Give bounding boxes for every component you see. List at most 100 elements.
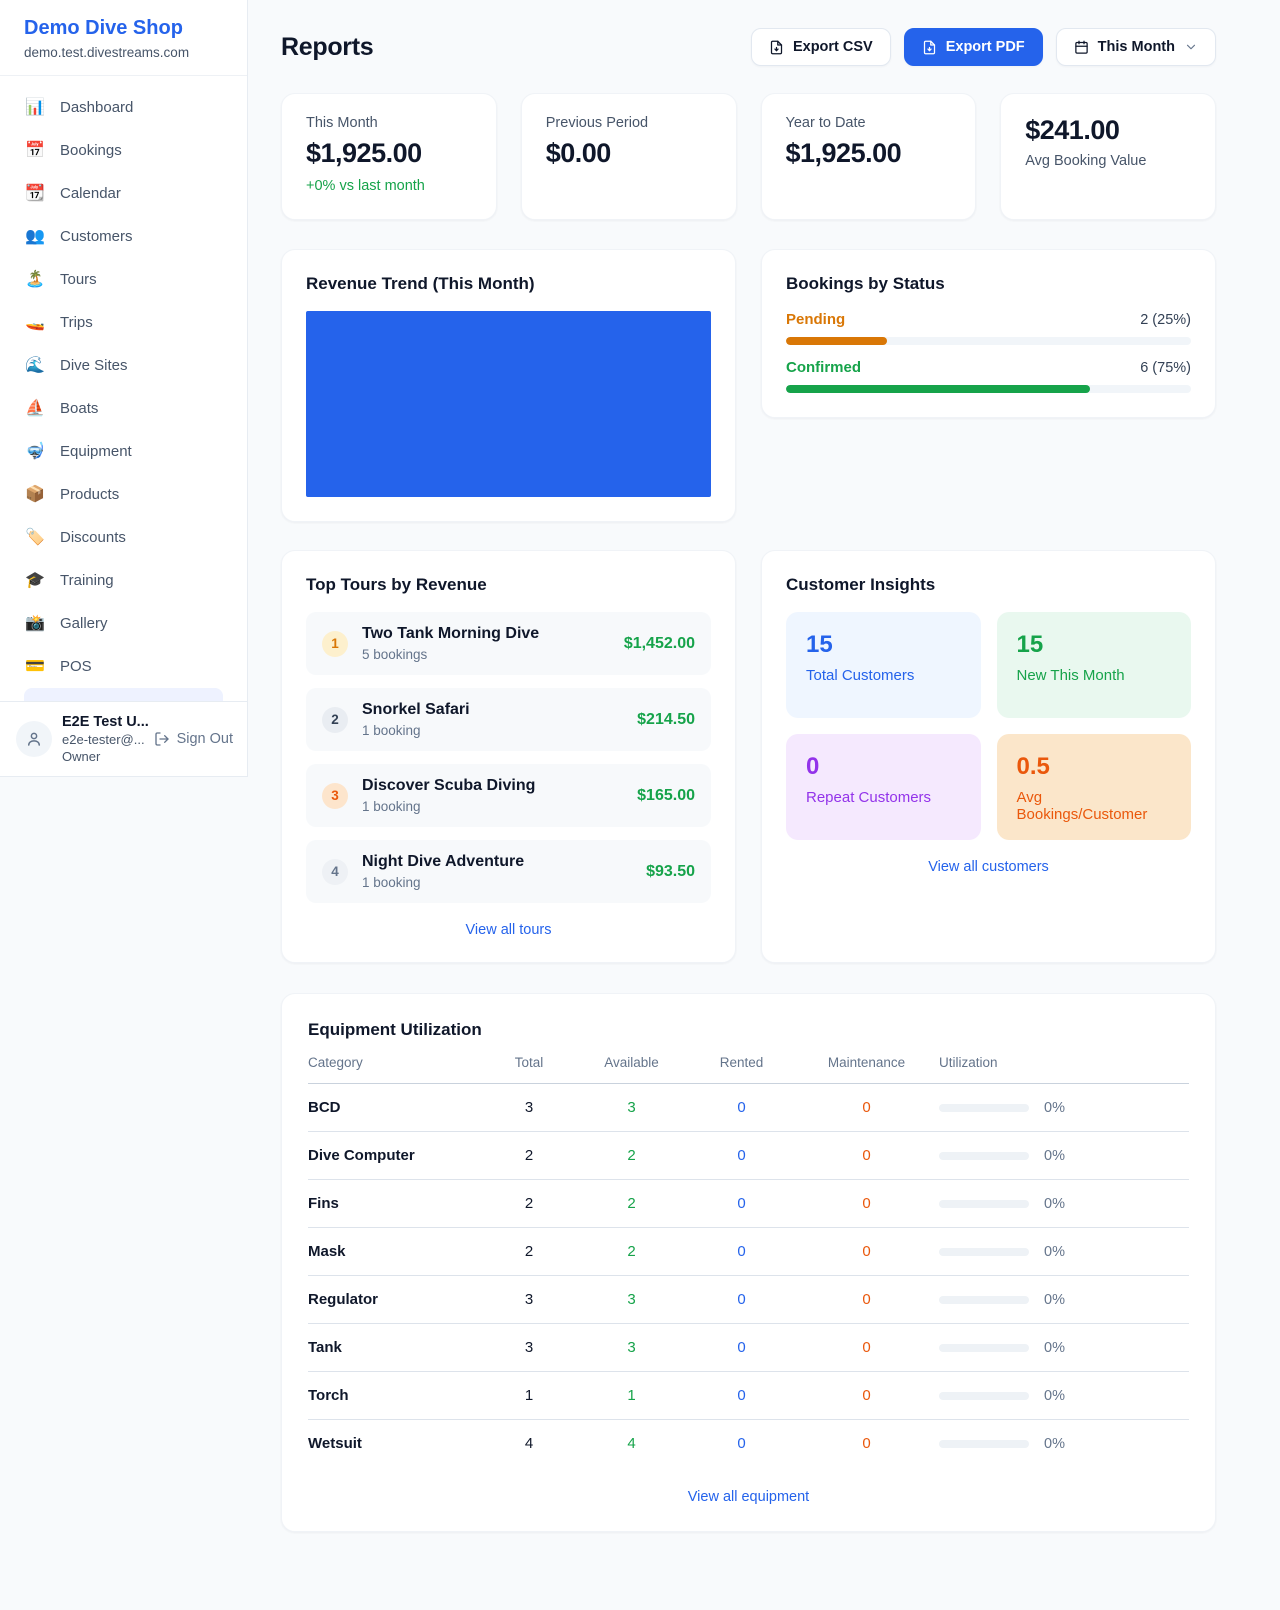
utilization-percent: 0% (1044, 1387, 1065, 1404)
sidebar-item-dashboard[interactable]: 📊 Dashboard (12, 86, 235, 129)
tour-row-4: 4 Night Dive Adventure 1 booking $93.50 (306, 840, 711, 903)
utilization-bar-track (939, 1439, 1029, 1448)
stat-card-year-to-date: Year to Date $1,925.00 (760, 93, 977, 220)
cell-category: Regulator (308, 1275, 484, 1324)
export-csv-button[interactable]: Export CSV (750, 28, 891, 66)
sidebar-item-label: Gallery (60, 615, 108, 632)
sidebar-nav: 📊 Dashboard 📅 Bookings 📆 Calendar 👥 Cust… (0, 76, 247, 701)
cell-maintenance: 0 (794, 1323, 939, 1372)
table-row: Wetsuit 4 4 0 0 0% (308, 1420, 1189, 1468)
table-row: Tank 3 3 0 0 0% (308, 1323, 1189, 1372)
utilization-percent: 0% (1044, 1195, 1065, 1212)
utilization-cell: 0% (939, 1100, 1189, 1116)
cell-rented: 0 (689, 1083, 794, 1132)
sidebar-item-trips[interactable]: 🚤 Trips (12, 301, 235, 344)
sailboat-icon: ⛵ (25, 400, 45, 417)
bookings-by-status-card: Bookings by Status Pending 2 (25%) Confi… (761, 249, 1216, 418)
equipment-table: Category Total Available Rented Maintena… (308, 1055, 1189, 1467)
sidebar-item-bookings[interactable]: 📅 Bookings (12, 129, 235, 172)
sidebar-item-equipment[interactable]: 🤿 Equipment (12, 430, 235, 473)
tour-revenue: $214.50 (637, 710, 695, 728)
sidebar-item-calendar[interactable]: 📆 Calendar (12, 172, 235, 215)
credit-card-icon: 💳 (25, 658, 45, 675)
sidebar-item-label: Calendar (60, 185, 121, 202)
tour-bookings: 5 bookings (362, 647, 428, 662)
utilization-bar-track (939, 1343, 1029, 1352)
sidebar-item-reports-partial[interactable] (24, 688, 223, 701)
table-row: Regulator 3 3 0 0 0% (308, 1275, 1189, 1324)
sidebar-item-pos[interactable]: 💳 POS (12, 645, 235, 688)
col-header-total: Total (484, 1055, 574, 1084)
insights-grid: 15 Total Customers 15 New This Month 0 R… (786, 612, 1191, 840)
stat-value: $241.00 (1025, 115, 1120, 145)
cell-available: 2 (574, 1227, 689, 1276)
cell-available: 2 (574, 1131, 689, 1180)
tour-bookings: 1 booking (362, 875, 421, 890)
sidebar-item-label: POS (60, 658, 92, 675)
cell-category: Dive Computer (308, 1131, 484, 1180)
rank-badge: 4 (322, 858, 348, 885)
sign-out-button[interactable]: Sign Out (154, 731, 233, 747)
cell-rented: 0 (689, 1179, 794, 1228)
tour-revenue: $165.00 (637, 786, 695, 804)
status-label-confirmed: Confirmed (786, 359, 861, 376)
col-header-utilization: Utilization (939, 1055, 1189, 1084)
utilization-bar-track (939, 1151, 1029, 1160)
tile-value: 15 (1016, 631, 1044, 658)
utilization-percent: 0% (1044, 1291, 1065, 1308)
stat-card-this-month: This Month $1,925.00 +0% vs last month (281, 93, 497, 220)
view-all-equipment-link[interactable]: View all equipment (687, 1489, 810, 1505)
rank-badge: 1 (322, 630, 348, 657)
utilization-percent: 0% (1044, 1339, 1065, 1356)
sidebar-item-discounts[interactable]: 🏷️ Discounts (12, 516, 235, 559)
col-header-category: Category (308, 1055, 484, 1084)
utilization-percent: 0% (1044, 1435, 1065, 1452)
charts-row: Revenue Trend (This Month) Bookings by S… (281, 249, 1216, 522)
sidebar-item-training[interactable]: 🎓 Training (12, 559, 235, 602)
sidebar-item-label: Boats (60, 400, 99, 417)
user-email: e2e-tester@... (62, 732, 145, 747)
customer-insights-title: Customer Insights (786, 575, 936, 594)
view-all-customers-link[interactable]: View all customers (928, 859, 1049, 875)
cell-total: 1 (484, 1371, 574, 1420)
utilization-bar-track (939, 1199, 1029, 1208)
sidebar-item-label: Products (60, 486, 120, 503)
export-pdf-button[interactable]: Export PDF (903, 28, 1043, 66)
stat-label: Year to Date (785, 115, 866, 131)
utilization-percent: 0% (1044, 1099, 1065, 1116)
period-selector[interactable]: This Month (1055, 28, 1216, 66)
status-count-pending: 2 (25%) (1140, 312, 1191, 328)
tile-value: 15 (806, 631, 833, 658)
people-icon: 👥 (25, 228, 45, 245)
equipment-utilization-card: Equipment Utilization Category Total Ava… (281, 993, 1216, 1532)
sidebar-item-boats[interactable]: ⛵ Boats (12, 387, 235, 430)
sidebar-item-gallery[interactable]: 📸 Gallery (12, 602, 235, 645)
cell-rented: 0 (689, 1371, 794, 1420)
cell-maintenance: 0 (794, 1371, 939, 1420)
sidebar-item-dive-sites[interactable]: 🌊 Dive Sites (12, 344, 235, 387)
view-all-tours-link[interactable]: View all tours (465, 922, 552, 938)
utilization-cell: 0% (939, 1244, 1189, 1260)
utilization-bar-track (939, 1247, 1029, 1256)
shop-name: Demo Dive Shop (24, 17, 183, 39)
bar-chart-icon: 📊 (25, 99, 45, 116)
tour-name: Snorkel Safari (362, 701, 470, 718)
cell-rented: 0 (689, 1227, 794, 1276)
cell-maintenance: 0 (794, 1131, 939, 1180)
rank-badge: 2 (322, 706, 348, 733)
sidebar-item-products[interactable]: 📦 Products (12, 473, 235, 516)
top-tours-card: Top Tours by Revenue 1 Two Tank Morning … (281, 550, 736, 963)
file-download-icon (923, 40, 935, 54)
sidebar-item-tours[interactable]: 🏝️ Tours (12, 258, 235, 301)
col-header-rented: Rented (689, 1055, 794, 1084)
stat-card-avg-booking-value: $241.00 Avg Booking Value (1000, 93, 1216, 220)
table-row: Mask 2 2 0 0 0% (308, 1227, 1189, 1276)
sidebar-header: Demo Dive Shop demo.test.divestreams.com (0, 0, 247, 76)
tag-icon: 🏷️ (25, 529, 45, 546)
calendar-date-icon: 📅 (25, 142, 45, 159)
cell-maintenance: 0 (794, 1083, 939, 1132)
cell-available: 3 (574, 1083, 689, 1132)
speedboat-icon: 🚤 (25, 314, 45, 331)
cell-category: BCD (308, 1083, 484, 1132)
sidebar-item-customers[interactable]: 👥 Customers (12, 215, 235, 258)
